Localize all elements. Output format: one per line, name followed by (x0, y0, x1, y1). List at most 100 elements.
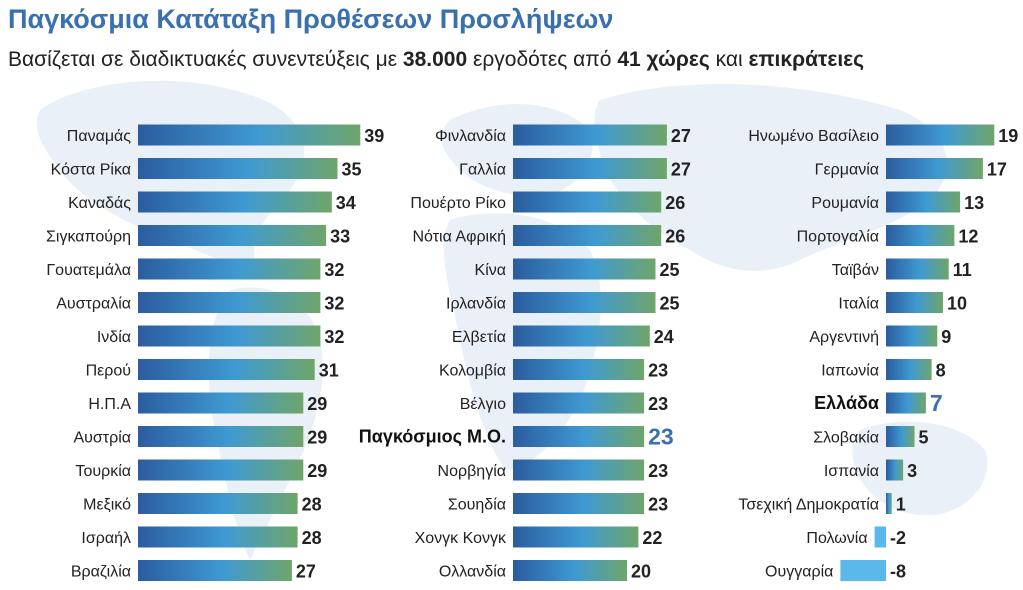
subtitle-countries: 41 χώρες (617, 48, 710, 71)
subtitle-territories: επικράτειες (748, 48, 865, 71)
bar-c1-r4 (138, 225, 327, 246)
value-label-c1-r1: 39 (364, 126, 384, 146)
category-label-c2-r3: Πουέρτο Ρίκο (410, 195, 506, 212)
bar-c2-r11 (513, 459, 645, 481)
value-label-c2-r1: 27 (671, 126, 691, 146)
subtitle-text-3: και (709, 48, 749, 71)
bar-c2-r4 (513, 225, 662, 246)
page-title: Παγκόσμια Κατάταξη Προθέσεων Προσλήψεων (8, 4, 614, 34)
value-label-c3-r3: 13 (964, 193, 984, 213)
bar-c1-r10 (138, 426, 304, 447)
bar-c3-r10 (886, 426, 915, 447)
value-label-c2-r7: 24 (654, 327, 674, 347)
value-label-c1-r14: 27 (296, 562, 316, 582)
bar-c1-r6 (138, 292, 321, 313)
value-label-c3-r4: 12 (958, 227, 978, 247)
category-label-c3-r5: Ταϊβάν (832, 262, 879, 279)
category-label-c3-r11: Ισπανία (824, 463, 879, 480)
subtitle-text-2: εργοδότες από (467, 48, 618, 71)
bar-c3-r6 (886, 292, 943, 313)
bar-c1-r5 (138, 258, 321, 280)
value-label-c2-r14: 20 (631, 562, 651, 582)
value-label-c3-r8: 8 (936, 361, 946, 381)
bar-c3-r3 (886, 191, 961, 213)
bar-c2-r10 (513, 426, 645, 447)
category-label-c2-r7: Ελβετία (452, 329, 506, 346)
category-label-c1-r9: Η.Π.Α (88, 396, 131, 413)
value-label-c3-r10: 5 (919, 428, 929, 448)
category-label-c3-r12: Τσεχική Δημοκρατία (738, 497, 879, 514)
value-label-c1-r9: 29 (307, 394, 327, 414)
value-label-c3-r12: 1 (896, 495, 906, 515)
value-label-c2-r10: 23 (648, 424, 674, 450)
bar-c3-r11 (886, 459, 904, 481)
value-label-c1-r10: 29 (307, 428, 327, 448)
value-label-c1-r3: 34 (336, 193, 356, 213)
bar-c3-r1 (886, 124, 995, 146)
value-label-c1-r7: 32 (324, 327, 344, 347)
value-label-c2-r2: 27 (671, 160, 691, 180)
bar-c1-r2 (138, 158, 338, 179)
category-label-c1-r12: Μεξικό (83, 497, 131, 514)
value-label-c1-r4: 33 (330, 227, 350, 247)
value-label-c3-r13: -2 (890, 528, 906, 548)
bar-c1-r12 (138, 493, 298, 514)
category-label-c2-r5: Κίνα (475, 262, 506, 279)
bar-c1-r3 (138, 191, 332, 213)
value-label-c3-r5: 11 (953, 260, 972, 280)
category-label-c2-r14: Ολλανδία (439, 564, 506, 581)
category-label-c1-r8: Περού (86, 363, 131, 380)
bar-c2-r3 (513, 191, 662, 213)
value-label-c3-r7: 9 (941, 327, 951, 347)
value-label-c2-r12: 23 (648, 495, 668, 515)
bar-c2-r6 (513, 292, 656, 313)
bar-c3-r7 (886, 325, 938, 347)
bar-c1-r7 (138, 325, 321, 347)
value-label-c3-r14: -8 (890, 562, 906, 582)
bar-c2-r13 (513, 526, 639, 548)
bar-c2-r9 (513, 392, 645, 414)
subtitle-employers: 38.000 (402, 48, 468, 71)
category-label-c3-r2: Γερμανία (815, 162, 879, 179)
subtitle-text-1: Βασίζεται σε διαδικτυακές συνεντεύξεις μ… (8, 48, 403, 71)
category-label-c3-r6: Ιταλία (838, 296, 879, 313)
category-label-c3-r13: Πολωνία (806, 530, 867, 547)
value-label-c2-r3: 26 (665, 193, 685, 213)
category-label-c2-r2: Γαλλία (459, 162, 506, 179)
bar-c1-r13 (138, 526, 298, 548)
bar-c3-r13 (874, 526, 886, 548)
category-label-c1-r7: Ινδία (97, 329, 131, 346)
value-label-c2-r11: 23 (648, 461, 668, 481)
bar-c1-r14 (138, 560, 292, 581)
category-label-c2-r13: Χονγκ Κονγκ (415, 530, 507, 547)
bar-c1-r11 (138, 459, 304, 481)
category-label-c3-r4: Πορτογαλία (797, 229, 879, 246)
value-label-c1-r12: 28 (302, 495, 322, 515)
bar-c2-r2 (513, 158, 667, 179)
category-label-c1-r6: Αυστραλία (56, 296, 131, 313)
value-label-c1-r8: 31 (319, 361, 339, 381)
bar-c3-r5 (886, 258, 949, 280)
category-label-c1-r5: Γουατεμάλα (46, 262, 131, 279)
bar-c1-r8 (138, 359, 315, 380)
bar-c2-r5 (513, 258, 656, 280)
value-label-c3-r9: 7 (930, 390, 943, 416)
value-label-c3-r2: 17 (987, 160, 1007, 180)
category-label-c2-r10: Παγκόσμιος Μ.Ο. (359, 427, 506, 447)
category-label-c1-r2: Κόστα Ρίκα (51, 162, 131, 179)
value-label-c2-r8: 23 (648, 361, 668, 381)
value-label-c1-r5: 32 (324, 260, 344, 280)
value-label-c3-r11: 3 (907, 461, 917, 481)
category-label-c1-r4: Σιγκαπούρη (46, 229, 131, 246)
bar-c2-r12 (513, 493, 645, 514)
value-label-c1-r6: 32 (324, 294, 344, 314)
value-label-c2-r13: 22 (642, 528, 662, 548)
value-label-c1-r11: 29 (307, 461, 327, 481)
bar-c3-r8 (886, 359, 932, 380)
category-label-c2-r6: Ιρλανδία (446, 296, 506, 313)
bar-c3-r12 (886, 493, 892, 514)
category-label-c1-r11: Τουρκία (75, 463, 131, 480)
category-label-c1-r13: Ισραήλ (81, 530, 131, 547)
category-label-c1-r10: Αυστρία (73, 430, 131, 447)
